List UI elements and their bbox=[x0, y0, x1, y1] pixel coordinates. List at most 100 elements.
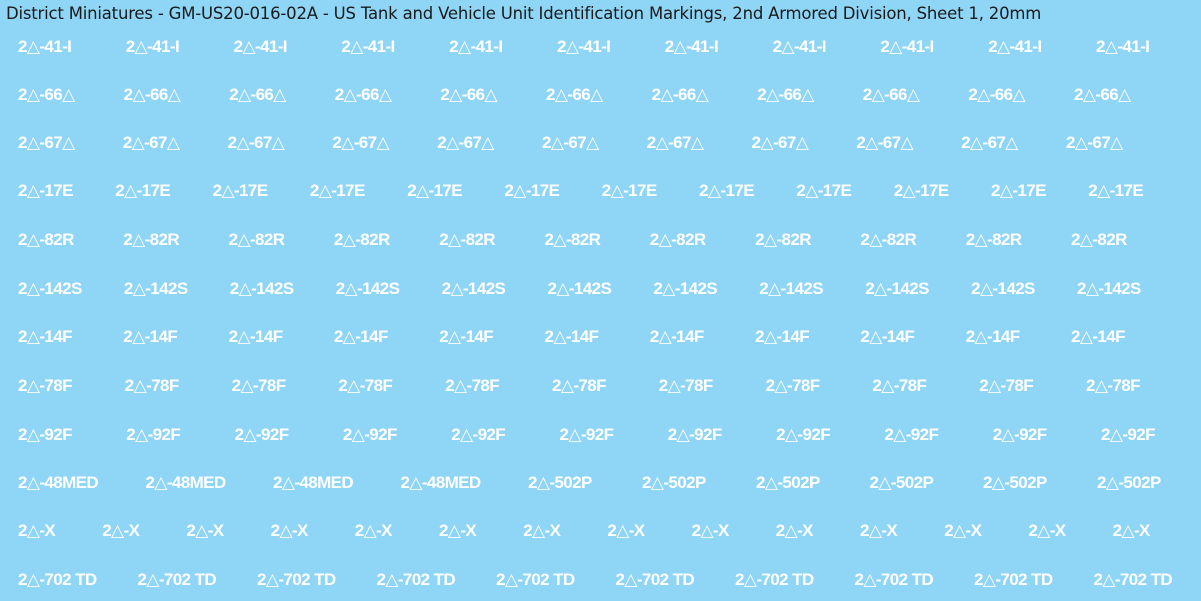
decal-marking: 2△-82R bbox=[123, 230, 180, 249]
decal-marking: 2△-82R bbox=[333, 230, 390, 249]
decal-marking: 2△-48MED bbox=[273, 473, 354, 492]
decal-marking: 2△-502P bbox=[869, 473, 934, 492]
decal-marking: 2△-92F bbox=[992, 425, 1047, 444]
decal-marking: 2△-41-I bbox=[233, 37, 288, 56]
decal-marking: 2△-92F bbox=[451, 425, 506, 444]
decal-marking: 2△-66△ bbox=[651, 85, 709, 104]
decal-row: 2△-41-I 2△-41-I 2△-41-I 2△-41-I 2△-41-I 2△-41… bbox=[0, 35, 1201, 59]
decal-marking: 2△-702 TD bbox=[974, 570, 1053, 589]
decal-marking: 2△-14F bbox=[333, 327, 388, 346]
decal-marking: 2△-502P bbox=[756, 473, 820, 492]
decal-marking: 2△-67△ bbox=[227, 133, 285, 152]
decal-row: 2△-X 2△-X 2△-X 2△-X 2△-X 2△-X 2△-X 2△-X 2△-X 2△-X… bbox=[0, 519, 1201, 543]
decal-marking: 2△-41-I bbox=[988, 37, 1042, 56]
decal-marking: 2△-17E bbox=[601, 181, 657, 200]
decal-marking: 2△-48MED bbox=[18, 473, 99, 492]
decal-row: 2△-48MED 2△-48MED 2△-48MED 2△-48MED 2△-502P 2… bbox=[0, 471, 1201, 495]
decal-marking: 2△-702 TD bbox=[735, 570, 814, 589]
decal-marking: 2△-48MED bbox=[145, 473, 227, 492]
decal-marking: 2△-X bbox=[944, 521, 982, 540]
decal-marking: 2△-14F bbox=[439, 327, 494, 346]
decal-marking: 2△-142S bbox=[547, 279, 612, 298]
decal-marking: 2△-41-I bbox=[664, 37, 719, 56]
decal-marking: 2△-702 TD bbox=[18, 570, 97, 589]
decal-marking: 2△-78F bbox=[231, 376, 286, 395]
decal-marking: 2△-17E bbox=[893, 181, 949, 200]
decal-marking: 2△-82R bbox=[649, 230, 706, 249]
decal-marking: 2△-82R bbox=[965, 230, 1022, 249]
decal-marking: 2△-17E bbox=[407, 181, 463, 200]
decal-marking: 2△-702 TD bbox=[854, 570, 934, 589]
decal-marking: 2△-41-I bbox=[341, 37, 395, 56]
decal-marking: 2△-X bbox=[607, 521, 645, 540]
decal-marking: 2△-14F bbox=[649, 327, 704, 346]
decal-marking: 2△-142S bbox=[971, 279, 1035, 298]
decal-marking: 2△-142S bbox=[759, 279, 823, 298]
decal-marking: 2△-66△ bbox=[968, 85, 1025, 104]
decal-marking: 2△-X bbox=[691, 521, 730, 540]
decal-marking: 2△-X bbox=[186, 521, 224, 540]
decal-marking: 2△-92F bbox=[776, 425, 830, 444]
decal-marking: 2△-14F bbox=[755, 327, 809, 346]
decal-marking: 2△-17E bbox=[796, 181, 852, 200]
decal-marking: 2△-82R bbox=[1071, 230, 1127, 249]
decal-marking: 2△-14F bbox=[965, 327, 1020, 346]
decal-marking: 2△-142S bbox=[123, 279, 188, 298]
decal-marking: 2△-78F bbox=[765, 376, 820, 395]
decal-marking: 2△-17E bbox=[991, 181, 1046, 200]
decal-marking: 2△-66△ bbox=[18, 85, 75, 104]
decal-marking: 2△-92F bbox=[884, 425, 939, 444]
decal-marking: 2△-67△ bbox=[332, 133, 389, 152]
decal-marking: 2△-702 TD bbox=[137, 570, 217, 589]
decal-marking: 2△-X bbox=[860, 521, 898, 540]
decal-marking: 2△-702 TD bbox=[1093, 570, 1173, 589]
decal-marking: 2△-78F bbox=[872, 376, 927, 395]
decal-marking: 2△-82R bbox=[860, 230, 917, 249]
decal-row: 2△-67△ 2△-67△ 2△-67△ 2△-67△ 2△-67△ 2△-67△ 2△-6… bbox=[0, 131, 1201, 155]
decal-marking: 2△-41-I bbox=[449, 37, 503, 56]
decal-marking: 2△-41-I bbox=[557, 37, 611, 56]
decal-marking: 2△-66△ bbox=[123, 85, 181, 104]
decal-marking: 2△-78F bbox=[18, 376, 72, 395]
decal-marking: 2△-142S bbox=[653, 279, 718, 298]
decal-marking: 2△-17E bbox=[18, 181, 73, 200]
decal-marking: 2△-502P bbox=[1097, 473, 1161, 492]
decal-marking: 2△-41-I bbox=[772, 37, 827, 56]
decal-marking: 2△-14F bbox=[544, 327, 599, 346]
decal-row: 2△-66△ 2△-66△ 2△-66△ 2△-66△ 2△-66△ 2△-66△ 2△-6… bbox=[0, 83, 1201, 107]
decal-marking: 2△-92F bbox=[559, 425, 614, 444]
decal-marking: 2△-142S bbox=[335, 279, 400, 298]
decal-marking: 2△-X bbox=[1028, 521, 1066, 540]
decal-marking: 2△-702 TD bbox=[376, 570, 456, 589]
decal-marking: 2△-67△ bbox=[542, 133, 599, 152]
decal-marking: 2△-82R bbox=[228, 230, 285, 249]
decal-marking: 2△-142S bbox=[441, 279, 506, 298]
decal-marking: 2△-82R bbox=[439, 230, 495, 249]
sheet-title: District Miniatures - GM-US20-016-02A - … bbox=[6, 4, 1042, 23]
decal-marking: 2△-142S bbox=[1077, 279, 1141, 298]
decal-marking: 2△-66△ bbox=[1074, 85, 1131, 104]
decal-marking: 2△-41-I bbox=[125, 37, 180, 56]
decal-marking: 2△-14F bbox=[123, 327, 178, 346]
decal-marking: 2△-X bbox=[523, 521, 561, 540]
decal-marking: 2△-502P bbox=[528, 473, 592, 492]
decal-row: 2△-92F 2△-92F 2△-92F 2△-92F 2△-92F 2△-92F 2△-9… bbox=[0, 423, 1201, 447]
decal-marking: 2△-67△ bbox=[122, 133, 180, 152]
decal-row: 2△-702 TD 2△-702 TD 2△-702 TD 2△-702 TD 2△-7… bbox=[0, 568, 1201, 592]
decal-marking: 2△-17E bbox=[115, 181, 171, 200]
decal-marking: 2△-14F bbox=[18, 327, 72, 346]
decal-row: 2△-142S 2△-142S 2△-142S 2△-142S 2△-142S 2△-14… bbox=[0, 277, 1201, 301]
decal-row: 2△-82R 2△-82R 2△-82R 2△-82R 2△-82R 2△-82R 2△-8… bbox=[0, 228, 1201, 252]
decal-marking: 2△-66△ bbox=[440, 85, 497, 104]
decal-marking: 2△-67△ bbox=[437, 133, 494, 152]
decal-marking: 2△-X bbox=[102, 521, 140, 540]
decal-marking: 2△-17E bbox=[1088, 181, 1144, 200]
decal-marking: 2△-78F bbox=[124, 376, 179, 395]
decal-marking: 2△-67△ bbox=[646, 133, 704, 152]
decal-marking: 2△-142S bbox=[229, 279, 294, 298]
decal-marking: 2△-82R bbox=[755, 230, 811, 249]
decal-marking: 2△-66△ bbox=[862, 85, 920, 104]
decal-marking: 2△-78F bbox=[658, 376, 713, 395]
decal-marking: 2△-X bbox=[1112, 521, 1151, 540]
decal-marking: 2△-17E bbox=[309, 181, 365, 200]
